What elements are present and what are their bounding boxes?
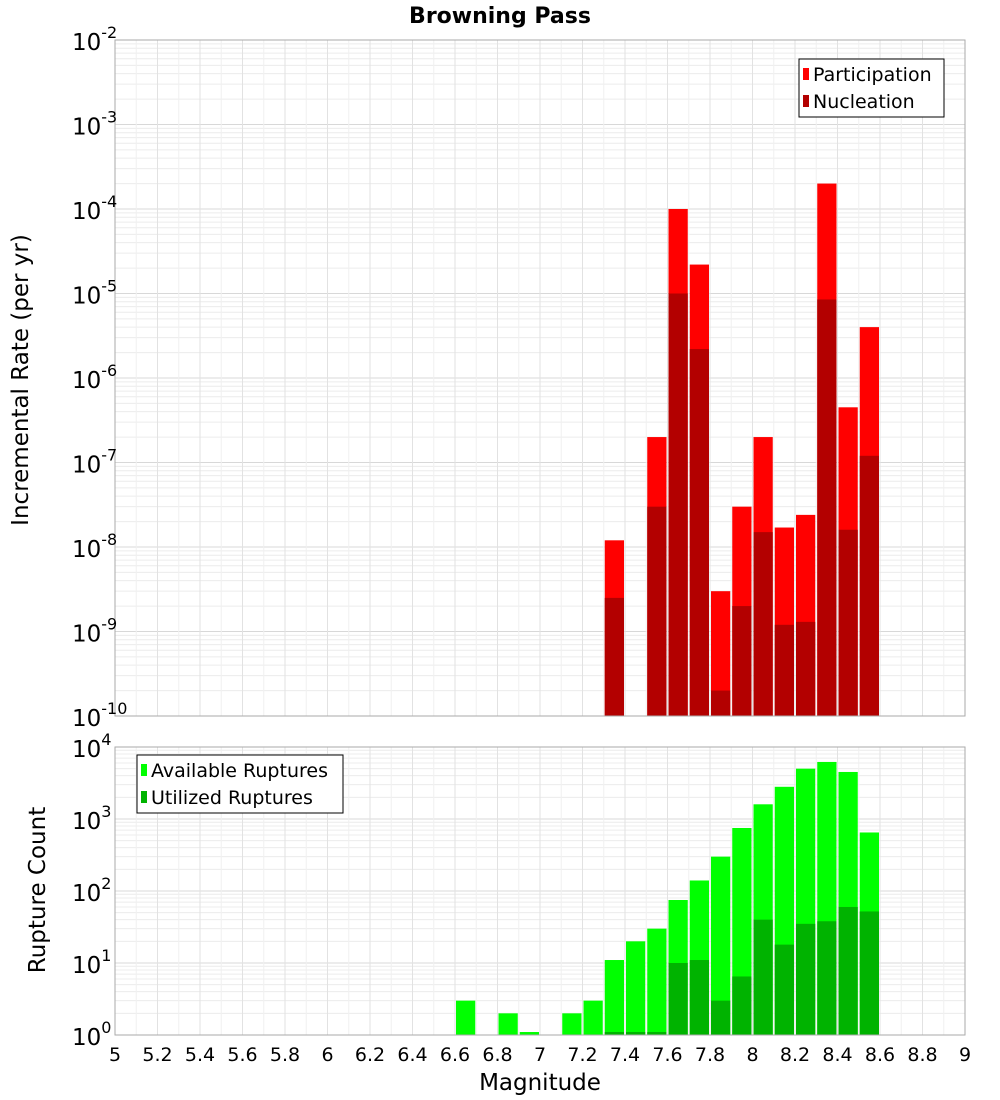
- bar-nucleation: [774, 624, 794, 716]
- bar-utilized-ruptures: [838, 906, 858, 1035]
- y-tick-label: 10-2: [72, 23, 117, 56]
- bar-utilized-ruptures: [753, 919, 773, 1035]
- y-tick-label: 101: [72, 946, 111, 979]
- legend-swatch: [803, 95, 809, 107]
- bar-available-ruptures: [498, 1013, 518, 1035]
- bar-utilized-ruptures: [626, 1032, 646, 1035]
- bar-utilized-ruptures: [711, 1000, 731, 1035]
- x-tick-label: 7.8: [695, 1044, 725, 1066]
- plot-frame: [114, 746, 966, 1036]
- legend: Participation Nucleation: [798, 58, 945, 118]
- x-tick-label: 9: [959, 1044, 971, 1066]
- x-tick-label: 5.8: [270, 1044, 300, 1066]
- bar-available-ruptures: [626, 941, 646, 1035]
- bar-utilized-ruptures: [689, 960, 709, 1035]
- y-tick-label: 10-6: [72, 361, 117, 394]
- bar-nucleation: [689, 349, 709, 716]
- bar-utilized-ruptures: [647, 1032, 667, 1035]
- chart-title: Browning Pass: [409, 4, 591, 29]
- bottom-plot-area: 104 103 102 101 100 Available Ruptures Utilize…: [72, 730, 966, 1051]
- legend-box: [798, 58, 945, 118]
- bar-nucleation: [711, 690, 731, 716]
- y-tick-label: 10-8: [72, 530, 117, 563]
- plot-frame: [114, 39, 966, 717]
- legend-box: [136, 754, 344, 814]
- y-tick-label: 10-10: [72, 699, 127, 732]
- bar-utilized-ruptures: [817, 921, 837, 1035]
- bar-utilized-ruptures: [796, 923, 816, 1035]
- bar-nucleation: [753, 532, 773, 716]
- x-tick-label: 8.2: [780, 1044, 810, 1066]
- top-plot-area: 10-2 10-3 10-4 10-5 10-6 10-7 10-8 10-9 10-10 Par…: [72, 23, 966, 732]
- x-tick-label: 8: [746, 1044, 758, 1066]
- bar-utilized-ruptures: [604, 1032, 624, 1035]
- legend-swatch: [141, 764, 147, 776]
- x-tick-label: 8.8: [907, 1044, 937, 1066]
- bar-nucleation: [732, 606, 752, 716]
- x-tick-label: 7: [534, 1044, 546, 1066]
- bar-nucleation: [838, 529, 858, 716]
- x-tick-label: 6.4: [397, 1044, 427, 1066]
- y-tick-label: 10-9: [72, 615, 117, 648]
- x-axis-label: Magnitude: [479, 1070, 601, 1096]
- x-tick-label: 7.4: [610, 1044, 640, 1066]
- x-tick-label: 5: [109, 1044, 121, 1066]
- y-tick-label: 10-5: [72, 277, 117, 310]
- x-tick-label: 8.4: [822, 1044, 852, 1066]
- bar-utilized-ruptures: [859, 911, 879, 1035]
- y-tick-label: 10-3: [72, 108, 117, 141]
- x-tick-label: 7.6: [652, 1044, 682, 1066]
- bar-available-ruptures: [583, 1000, 603, 1035]
- bar-available-ruptures: [604, 960, 624, 1035]
- y-tick-label: 10-4: [72, 192, 117, 225]
- x-tick-label: 5.2: [142, 1044, 172, 1066]
- legend-swatch: [803, 68, 809, 80]
- bar-available-ruptures: [562, 1013, 582, 1035]
- x-tick-label: 7.2: [567, 1044, 597, 1066]
- y-tick-label: 103: [72, 802, 111, 835]
- bar-available-ruptures: [647, 928, 667, 1035]
- x-tick-label: 6.2: [355, 1044, 385, 1066]
- x-tick-label: 5.4: [185, 1044, 215, 1066]
- y-tick-label: 10-7: [72, 446, 117, 479]
- y-tick-label: 104: [72, 730, 111, 763]
- bar-nucleation: [817, 299, 837, 716]
- legend-label: Utilized Ruptures: [151, 787, 313, 809]
- bar-utilized-ruptures: [668, 963, 688, 1035]
- bar-available-ruptures: [456, 1000, 476, 1035]
- legend-swatch: [141, 791, 147, 803]
- bar-nucleation: [668, 293, 688, 716]
- x-tick-labels: 5 5.2 5.4 5.6 5.8 6 6.2 6.4 6.6 6.8 7 7.2 7.4 7.6 7.8 8…: [109, 1044, 971, 1066]
- bar-available-ruptures: [711, 856, 731, 1035]
- bar-nucleation: [796, 621, 816, 716]
- top-y-axis-label: Incremental Rate (per yr): [8, 234, 34, 526]
- x-tick-label: 6.8: [482, 1044, 512, 1066]
- bar-nucleation: [859, 455, 879, 716]
- bar-utilized-ruptures: [732, 976, 752, 1035]
- legend: Available Ruptures Utilized Ruptures: [136, 754, 344, 814]
- bar-nucleation: [647, 506, 667, 716]
- bar-utilized-ruptures: [774, 944, 794, 1035]
- bottom-y-axis-label: Rupture Count: [25, 807, 51, 973]
- legend-label: Nucleation: [813, 91, 915, 113]
- y-tick-label: 102: [72, 874, 111, 907]
- legend-label: Participation: [813, 64, 932, 86]
- x-tick-label: 5.6: [227, 1044, 257, 1066]
- bar-nucleation: [604, 597, 624, 716]
- bar-participation: [711, 591, 731, 716]
- bar-available-ruptures: [519, 1032, 539, 1035]
- x-tick-label: 8.6: [865, 1044, 895, 1066]
- y-tick-label: 100: [72, 1018, 111, 1051]
- legend-label: Available Ruptures: [151, 760, 328, 782]
- x-tick-label: 6: [321, 1044, 333, 1066]
- x-tick-label: 6.6: [440, 1044, 470, 1066]
